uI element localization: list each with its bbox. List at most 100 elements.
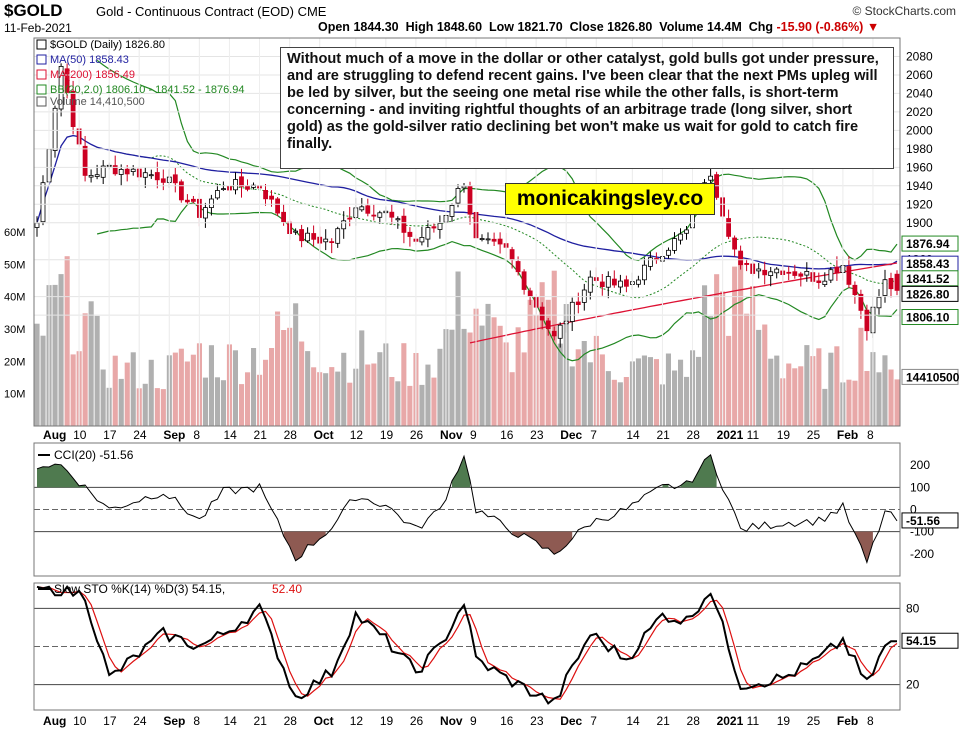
x-tick-label: 8 [193, 428, 200, 442]
volume-value: 14.4M [707, 20, 742, 34]
price-candle [587, 276, 593, 293]
price-candle [112, 165, 118, 175]
price-candle [804, 270, 810, 276]
volume-bar [34, 323, 40, 426]
volume-bar [491, 317, 497, 426]
price-candle [178, 181, 184, 201]
close-tag: 1826.80 [901, 285, 959, 302]
stockcharts-brand[interactable]: © StockCharts.com [852, 4, 956, 18]
price-candle [509, 249, 515, 261]
volume-bar [834, 346, 840, 426]
watermark-site[interactable]: monicakingsley.co [505, 183, 715, 215]
x-tick-label: 12 [350, 714, 364, 728]
cci-oversold-fill [854, 531, 873, 563]
x-tick-label: Oct [314, 714, 334, 728]
cci-tag: -51.56 [901, 512, 959, 529]
cci-tick-label: 0 [910, 503, 917, 517]
price-candle [816, 280, 822, 283]
volume-bar [738, 251, 744, 426]
stochastic-panel [34, 585, 900, 705]
x-tick-label: 10 [73, 428, 87, 442]
price-candle [575, 301, 581, 305]
volume-bar [220, 380, 226, 426]
price-candle [395, 218, 401, 221]
volume-tag-box [901, 368, 959, 385]
x-tick-label: 21 [254, 428, 268, 442]
volume-bar [377, 352, 383, 426]
price-candle [407, 231, 413, 237]
volume-bar [768, 358, 774, 426]
volume-bar [599, 354, 605, 426]
legend-swatch [36, 39, 47, 50]
price-candle [377, 212, 383, 218]
volume-tick-label: 50M [4, 259, 25, 271]
x-tick-label: 28 [284, 428, 298, 442]
price-candle [208, 198, 214, 209]
volume-bar [798, 366, 804, 426]
price-candle [425, 227, 431, 240]
price-tick-label: 1940 [906, 179, 933, 193]
price-candle [521, 271, 527, 290]
x-tick-label: 24 [133, 714, 147, 728]
cci-line [36, 454, 898, 565]
cci-overbought-fill [452, 456, 470, 488]
price-candle [858, 293, 864, 311]
volume-bar [323, 373, 329, 426]
price-candle [52, 107, 58, 151]
price-candle [738, 250, 743, 266]
volume-bar [214, 377, 220, 426]
price-candle [479, 238, 485, 241]
low-value: 1821.70 [517, 20, 563, 34]
volume-bar [281, 330, 287, 426]
x-tick-label: 21 [656, 714, 670, 728]
price-tick-label: 1960 [906, 160, 933, 174]
volume-bar [275, 311, 281, 426]
volume-tick-label: 20M [4, 356, 25, 368]
price-candle [497, 238, 503, 245]
volume-bar [251, 348, 257, 426]
volume-bar [852, 380, 858, 426]
price-candle [527, 290, 533, 297]
price-candle [846, 266, 852, 285]
price-candle [539, 306, 545, 321]
cci-panel [34, 454, 900, 565]
price-candle [605, 276, 611, 288]
price-candle [455, 187, 461, 204]
volume-bar [786, 363, 792, 426]
price-candle [684, 229, 689, 234]
volume-bar [118, 378, 124, 426]
x-tick-label: 7 [590, 428, 597, 442]
price-candle [491, 238, 497, 242]
volume-bar [100, 369, 106, 426]
legend-label: $GOLD (Daily) 1826.80 [50, 39, 165, 51]
open-label: Open [318, 20, 350, 34]
legend-label: BB(20,2.0) 1806.10 - 1841.52 - 1876.94 [50, 84, 244, 96]
x-tick-label: 17 [103, 714, 117, 728]
volume-bar [756, 329, 762, 426]
volume-bar [245, 372, 251, 426]
x-tick-label: 10 [73, 714, 87, 728]
x-tick-label: 24 [133, 428, 147, 442]
price-candle [756, 268, 762, 272]
price-candle [323, 238, 329, 243]
bb-lower-line [96, 202, 898, 362]
x-tick-label: 8 [193, 714, 200, 728]
volume-bar [527, 299, 533, 426]
volume-bar [653, 359, 659, 426]
bb-upper-line [96, 59, 898, 262]
volume-bar [395, 381, 401, 426]
legend-swatch [36, 69, 47, 80]
x-tick-label: Oct [314, 428, 334, 442]
price-candle [894, 273, 900, 291]
sto-tag-box [901, 632, 959, 649]
price-candle [798, 273, 804, 277]
volume-bar [407, 385, 413, 426]
x-tick-label: 19 [380, 714, 394, 728]
bb-mid-tag: 1841.52 [901, 270, 959, 287]
volume-bar [437, 348, 443, 426]
price-candle [275, 198, 281, 214]
price-candle [299, 229, 305, 242]
volume-bar [497, 325, 503, 426]
cci-oversold-fill [512, 531, 573, 555]
price-candle [82, 145, 88, 176]
